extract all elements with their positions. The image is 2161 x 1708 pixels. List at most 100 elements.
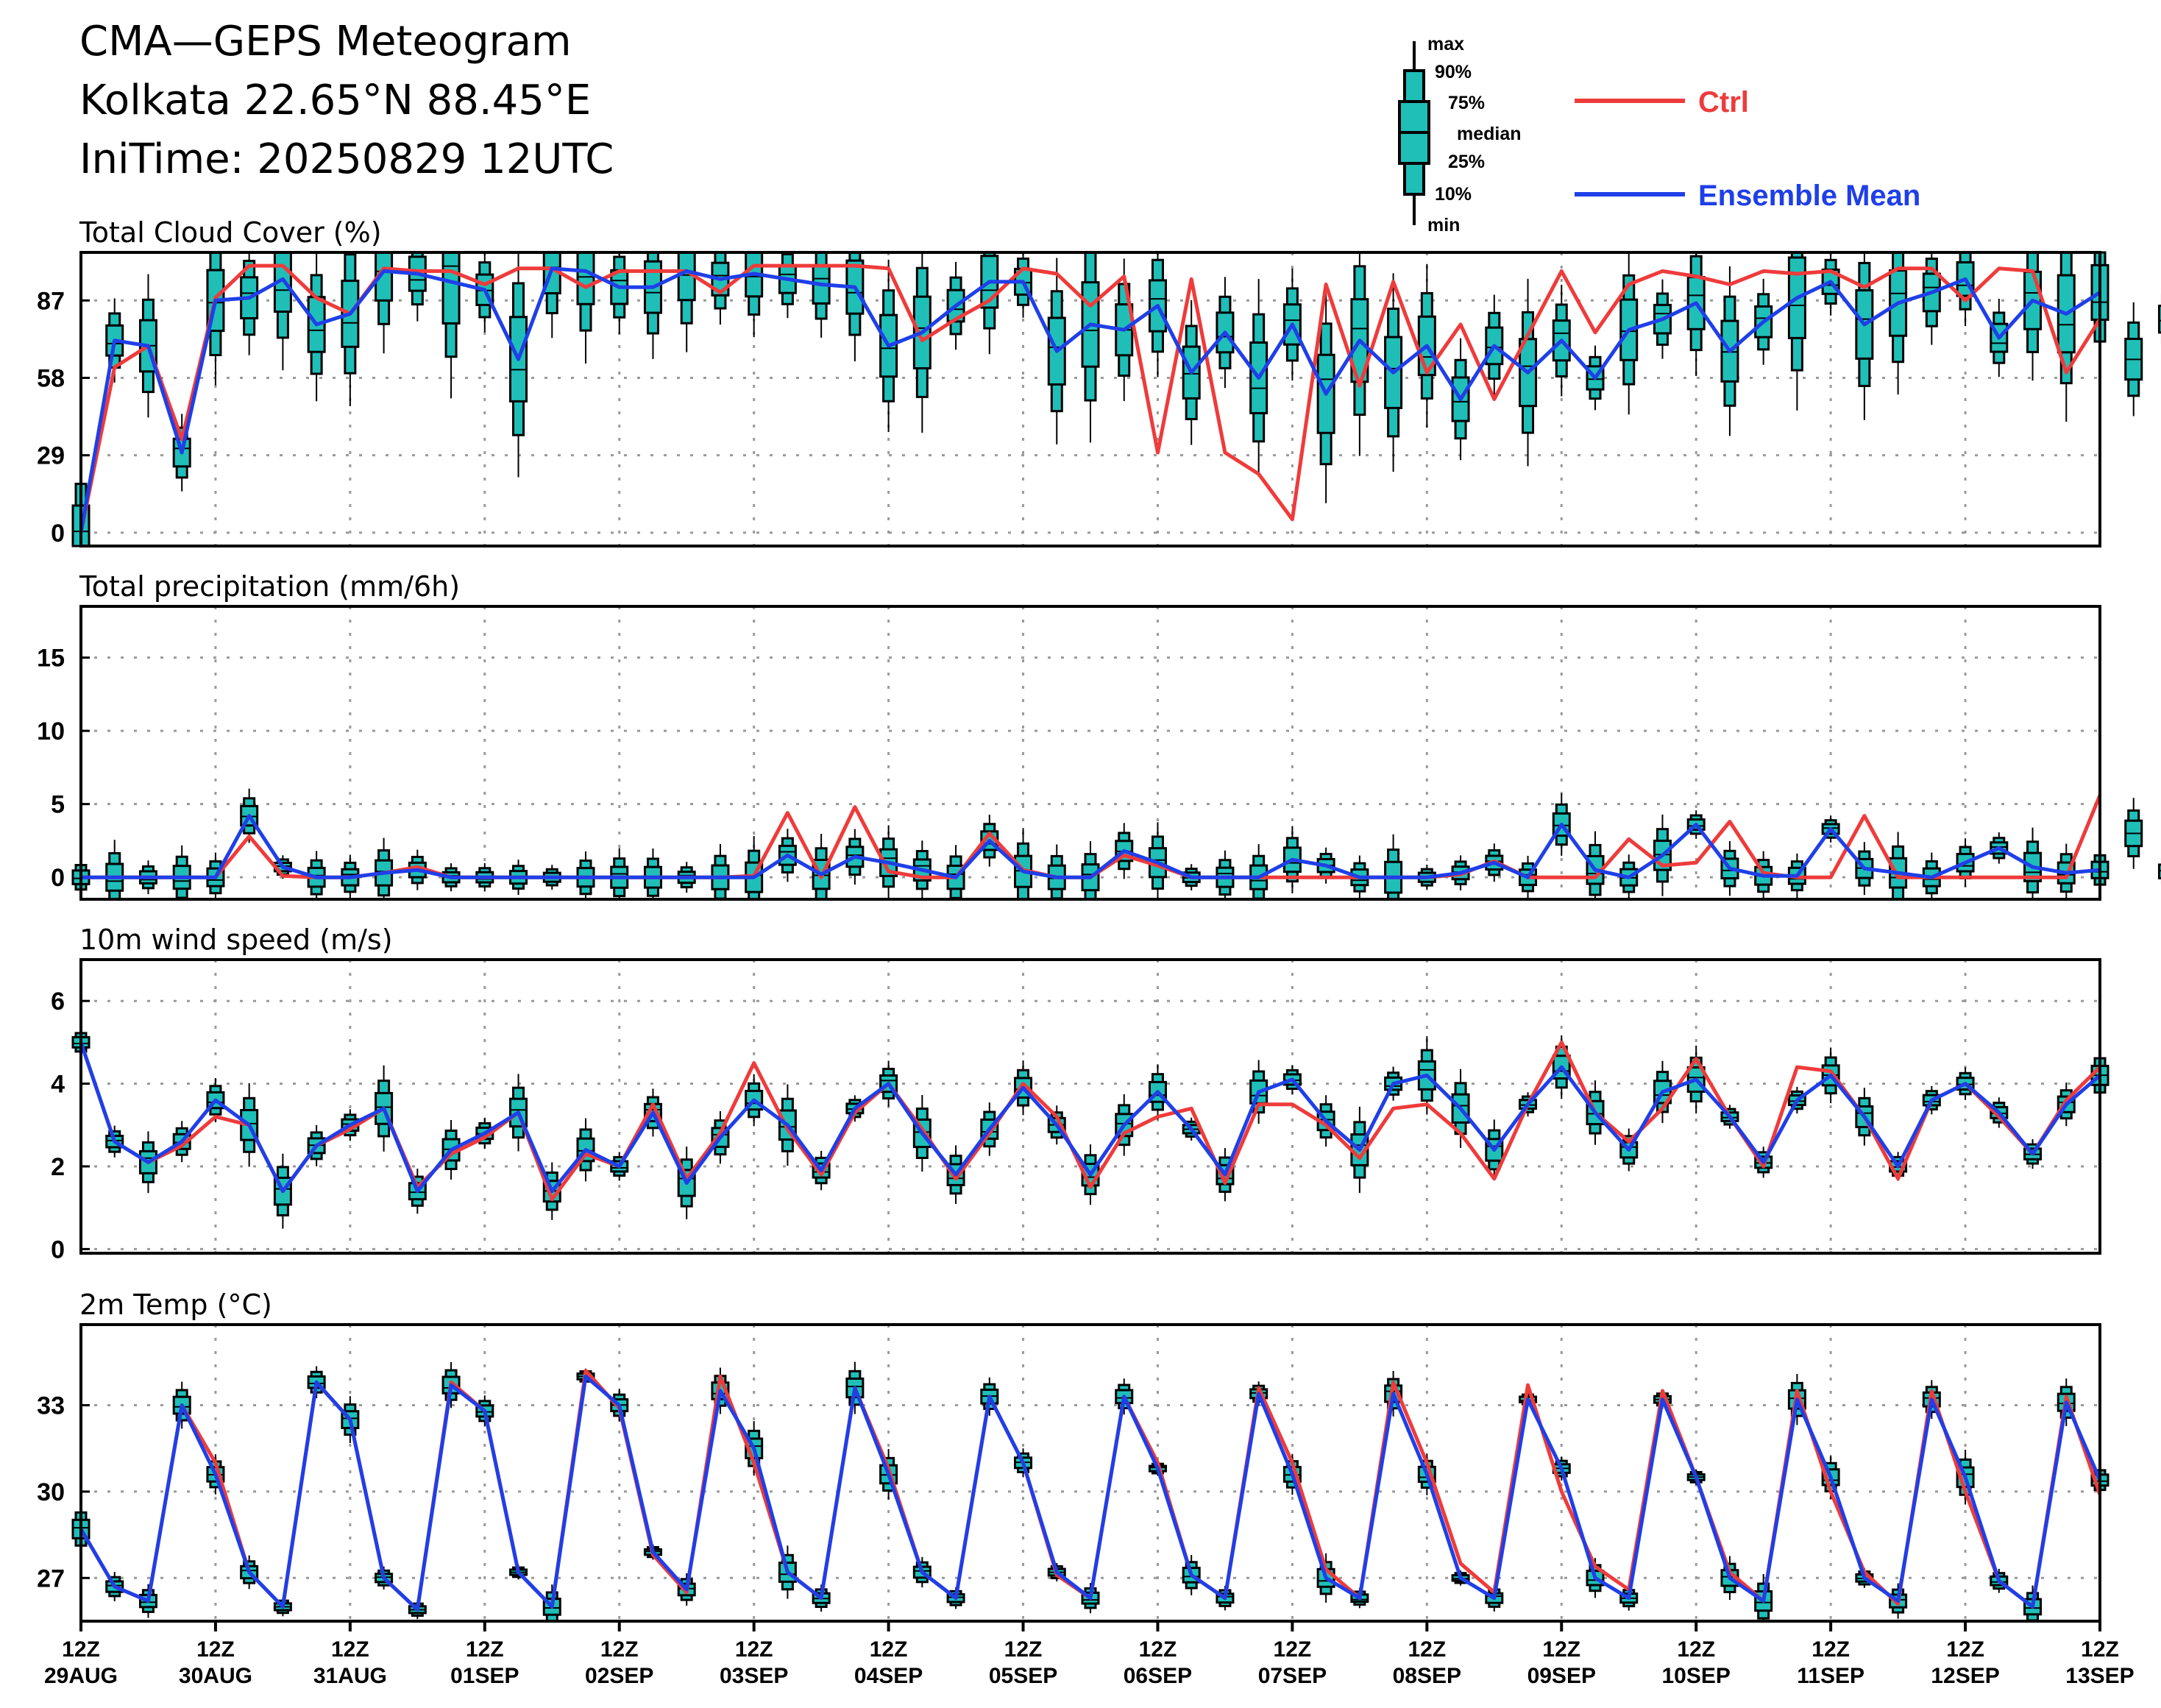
x-tick-hour: 12Z xyxy=(1004,1637,1043,1662)
box-inner xyxy=(441,251,461,325)
x-tick-hour: 12Z xyxy=(62,1637,100,1662)
y-tick-label: 0 xyxy=(51,864,65,892)
box-plot xyxy=(778,252,797,319)
y-tick-label: 5 xyxy=(51,791,65,819)
y-tick-label: 0 xyxy=(51,520,65,548)
box-plot xyxy=(509,252,528,478)
x-tick-date: 29AUG xyxy=(44,1664,118,1688)
panel-4: 2m Temp (°C) 27 30 33 xyxy=(37,1289,2109,1623)
box-plot xyxy=(610,252,629,335)
box-plot xyxy=(2157,858,2161,885)
x-tick-hour: 12Z xyxy=(1542,1637,1580,1662)
box-plot xyxy=(1081,841,1100,901)
y-tick-label: 4 xyxy=(51,1071,65,1099)
x-tick-date: 06SEP xyxy=(1124,1664,1192,1688)
y-tick-label: 87 xyxy=(37,287,65,315)
legend-box-labels: max 90% 75% median 25% 10% min xyxy=(1427,34,1522,235)
legend-box-label: min xyxy=(1427,215,1460,235)
x-tick-date: 30AUG xyxy=(179,1664,252,1688)
ctrl-series-line xyxy=(79,263,2102,534)
box-plot xyxy=(1249,844,1268,900)
x-tick-hour: 12Z xyxy=(1946,1637,1984,1662)
box-plot xyxy=(375,837,394,899)
panel-title: 2m Temp (°C) xyxy=(79,1289,272,1321)
box-plot xyxy=(1922,252,1941,345)
mean-series-line xyxy=(79,1041,2101,1194)
x-tick-date: 10SEP xyxy=(1661,1664,1730,1688)
y-tick-label: 0 xyxy=(51,1236,65,1264)
mean-series-line xyxy=(79,266,2101,534)
box-plot xyxy=(1686,252,1706,377)
y-tick-label: 30 xyxy=(37,1478,65,1506)
x-tick-hour: 12Z xyxy=(1677,1637,1715,1662)
y-tick-label: 29 xyxy=(37,442,65,470)
legend-mean-label: Ensemble Mean xyxy=(1698,180,1920,212)
init-time-label: IniTime: 20250829 12UTC xyxy=(79,135,614,183)
legend-box-label: 90% xyxy=(1435,62,1472,82)
legend-ctrl-label: Ctrl xyxy=(1698,86,1749,118)
box-plot xyxy=(2057,251,2076,422)
box-inner xyxy=(2157,305,2161,334)
panel-2: Total precipitation (mm/6h) 0 5 10 15 xyxy=(37,570,2161,901)
x-axis-labels: 12Z29AUG12Z30AUG12Z31AUG12Z01SEP12Z02SEP… xyxy=(44,1621,2135,1688)
box-plot xyxy=(1619,252,1639,415)
box-plot xyxy=(1922,1085,1941,1115)
x-tick-hour: 12Z xyxy=(735,1637,773,1662)
box-plot xyxy=(610,848,629,899)
box-plot xyxy=(1047,844,1066,900)
box-plot xyxy=(2124,798,2143,869)
x-tick-hour: 12Z xyxy=(331,1637,369,1662)
box-plot xyxy=(341,252,360,407)
x-tick-date: 12SEP xyxy=(1931,1664,1999,1688)
panel-frame xyxy=(79,1323,2101,1623)
box-plot xyxy=(677,251,696,352)
panel-frame xyxy=(79,958,2101,1255)
box-plot xyxy=(912,252,932,433)
x-tick-date: 08SEP xyxy=(1393,1664,1461,1688)
box-plot xyxy=(1216,850,1235,899)
box-plot xyxy=(643,251,662,359)
mean-series-line xyxy=(79,1374,2102,1612)
panel-title: Total Cloud Cover (%) xyxy=(79,216,382,249)
chart-title: CMA—GEPS Meteogram xyxy=(79,18,572,65)
x-tick-hour: 12Z xyxy=(1408,1637,1446,1662)
box-plot xyxy=(1787,251,1806,411)
legend-box-label: median xyxy=(1457,124,1522,144)
legend-box-label: max xyxy=(1427,34,1464,54)
x-tick-hour: 12Z xyxy=(2081,1637,2119,1662)
x-tick-date: 13SEP xyxy=(2065,1664,2134,1688)
box-plot xyxy=(1350,252,1369,456)
x-tick-date: 01SEP xyxy=(450,1664,519,1688)
mean-series-line xyxy=(81,814,2101,879)
legend-series: Ctrl Ensemble Mean xyxy=(1575,86,1920,212)
box-plot xyxy=(105,840,124,901)
y-tick-label: 27 xyxy=(37,1565,65,1592)
y-tick-label: 58 xyxy=(37,364,65,392)
y-tick-label: 2 xyxy=(51,1153,65,1181)
box-plot xyxy=(1081,251,1100,443)
legend-box-label: 75% xyxy=(1448,93,1485,113)
panel-1: Total Cloud Cover (%) 0 29 58 87 xyxy=(37,216,2161,548)
box-plot xyxy=(2157,294,2161,344)
x-tick-date: 09SEP xyxy=(1527,1664,1596,1688)
y-tick-label: 6 xyxy=(51,988,65,1016)
panel-title: Total precipitation (mm/6h) xyxy=(79,570,460,603)
y-tick-label: 10 xyxy=(37,717,65,745)
box-plot xyxy=(138,1131,157,1194)
box-plot xyxy=(576,851,595,899)
box-plot xyxy=(2124,302,2143,417)
x-tick-date: 07SEP xyxy=(1258,1664,1327,1688)
box-inner xyxy=(576,251,595,305)
panel-3: 10m wind speed (m/s) 0 2 4 6 xyxy=(51,924,2109,1264)
x-tick-date: 03SEP xyxy=(720,1664,788,1688)
x-tick-hour: 12Z xyxy=(1274,1637,1312,1662)
box-plot xyxy=(1889,251,1908,395)
location-label: Kolkata 22.65°N 88.45°E xyxy=(79,77,592,124)
x-tick-hour: 12Z xyxy=(1812,1637,1850,1662)
x-tick-hour: 12Z xyxy=(870,1637,908,1662)
x-tick-hour: 12Z xyxy=(600,1637,639,1662)
x-tick-date: 11SEP xyxy=(1797,1664,1864,1688)
legend-box-label: 10% xyxy=(1435,184,1472,205)
panel-title: 10m wind speed (m/s) xyxy=(79,924,393,956)
